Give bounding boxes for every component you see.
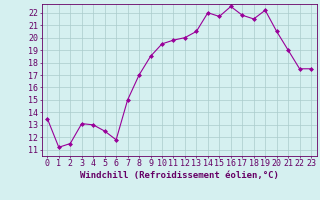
X-axis label: Windchill (Refroidissement éolien,°C): Windchill (Refroidissement éolien,°C) — [80, 171, 279, 180]
